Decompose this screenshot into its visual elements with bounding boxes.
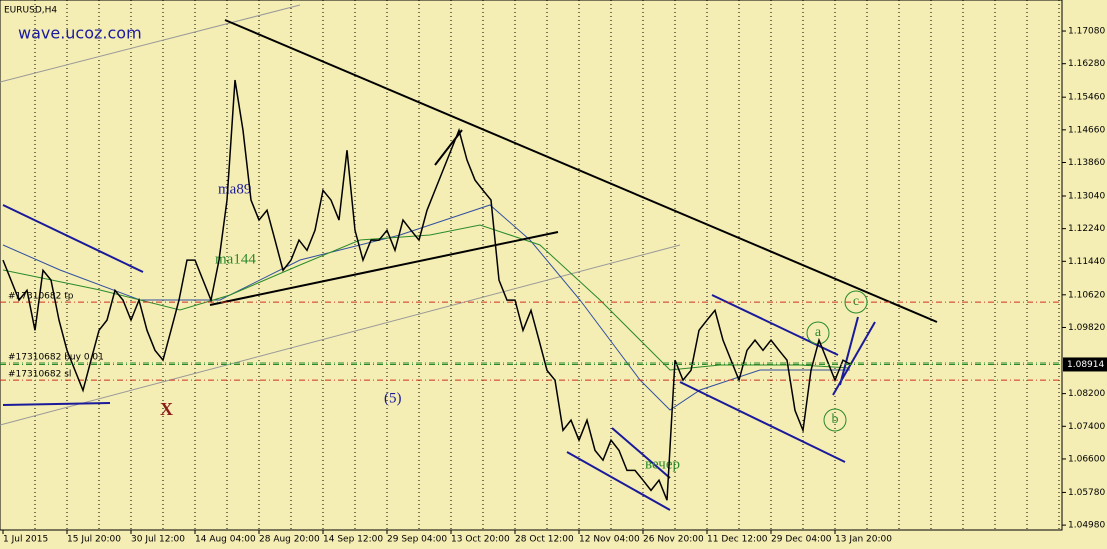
y-tick-label: 1.09820 bbox=[1068, 323, 1105, 333]
x-tick-label: 14 Aug 04:00 bbox=[195, 535, 256, 545]
x-tick-label: 30 Jul 12:00 bbox=[131, 535, 185, 545]
note-label: вечер bbox=[645, 456, 680, 472]
y-tick-label: 1.05780 bbox=[1068, 488, 1105, 498]
ma-label: ma89 bbox=[218, 181, 251, 197]
current-price-box bbox=[1063, 357, 1107, 372]
y-tick-label: 1.13040 bbox=[1068, 191, 1105, 201]
current-price-label: 1.08914 bbox=[1067, 360, 1104, 370]
y-tick-label: 1.04980 bbox=[1068, 521, 1105, 531]
wave-label: a bbox=[815, 325, 822, 340]
x-tick-label: 15 Jul 20:00 bbox=[67, 535, 121, 545]
y-tick-label: 1.11440 bbox=[1068, 257, 1105, 267]
watermark: wave.ucoz.com bbox=[18, 24, 142, 43]
wave-label: (5) bbox=[384, 390, 402, 406]
ma144-line bbox=[2, 224, 851, 371]
order-label: #17310682 tp bbox=[8, 292, 74, 302]
x-tick-label: 11 Dec 12:00 bbox=[707, 535, 768, 545]
channel-line bbox=[679, 381, 846, 463]
channel-line bbox=[566, 451, 671, 511]
ma-label: ma144 bbox=[215, 251, 256, 267]
x-tick-label: 13 Oct 20:00 bbox=[451, 535, 510, 545]
y-tick-label: 1.07400 bbox=[1068, 422, 1105, 432]
x-tick-label: 1 Jul 2015 bbox=[3, 535, 48, 545]
x-tick-label: 28 Oct 12:00 bbox=[515, 535, 574, 545]
x-tick-label: 14 Sep 12:00 bbox=[323, 535, 383, 545]
y-tick-label: 1.06600 bbox=[1068, 454, 1105, 464]
vertical-grid bbox=[34, 0, 1060, 530]
channel-line bbox=[2, 204, 144, 273]
channel-line bbox=[0, 244, 681, 426]
y-tick-label: 1.15460 bbox=[1068, 93, 1105, 103]
y-tick-label: 1.14660 bbox=[1068, 125, 1105, 135]
x-tick-label: 13 Jan 20:00 bbox=[835, 535, 892, 545]
y-tick-label: 1.08200 bbox=[1068, 389, 1105, 399]
wave-circle bbox=[823, 408, 847, 432]
wave-label: X bbox=[160, 399, 173, 419]
y-tick-label: 1.17080 bbox=[1068, 27, 1105, 37]
y-tick-label: 1.10620 bbox=[1068, 290, 1105, 300]
channel-line bbox=[0, 4, 301, 83]
x-tick-label: 29 Sep 04:00 bbox=[387, 535, 447, 545]
x-tick-label: 28 Aug 20:00 bbox=[259, 535, 320, 545]
x-tick-label: 26 Nov 20:00 bbox=[643, 535, 704, 545]
price-line bbox=[2, 79, 852, 501]
wave-label: b bbox=[832, 412, 839, 427]
y-tick-label: 1.12240 bbox=[1068, 224, 1105, 234]
x-tick-label: 12 Nov 04:00 bbox=[579, 535, 640, 545]
trend-line bbox=[209, 231, 559, 306]
chart-title: EURUSD,H4 bbox=[4, 6, 57, 16]
channel-line bbox=[2, 402, 111, 406]
channel-line bbox=[839, 316, 859, 386]
trend-line bbox=[224, 19, 938, 323]
order-label: #17310682 sl bbox=[8, 370, 71, 380]
channel-line bbox=[611, 427, 671, 479]
y-tick-label: 1.16280 bbox=[1068, 59, 1105, 69]
y-tick-label: 1.13860 bbox=[1068, 158, 1105, 168]
x-tick-label: 29 Dec 04:00 bbox=[771, 535, 832, 545]
plot-area bbox=[0, 0, 1063, 531]
order-label: #17310682 buy 0.01 bbox=[8, 352, 104, 362]
wave-label: c bbox=[853, 294, 859, 309]
